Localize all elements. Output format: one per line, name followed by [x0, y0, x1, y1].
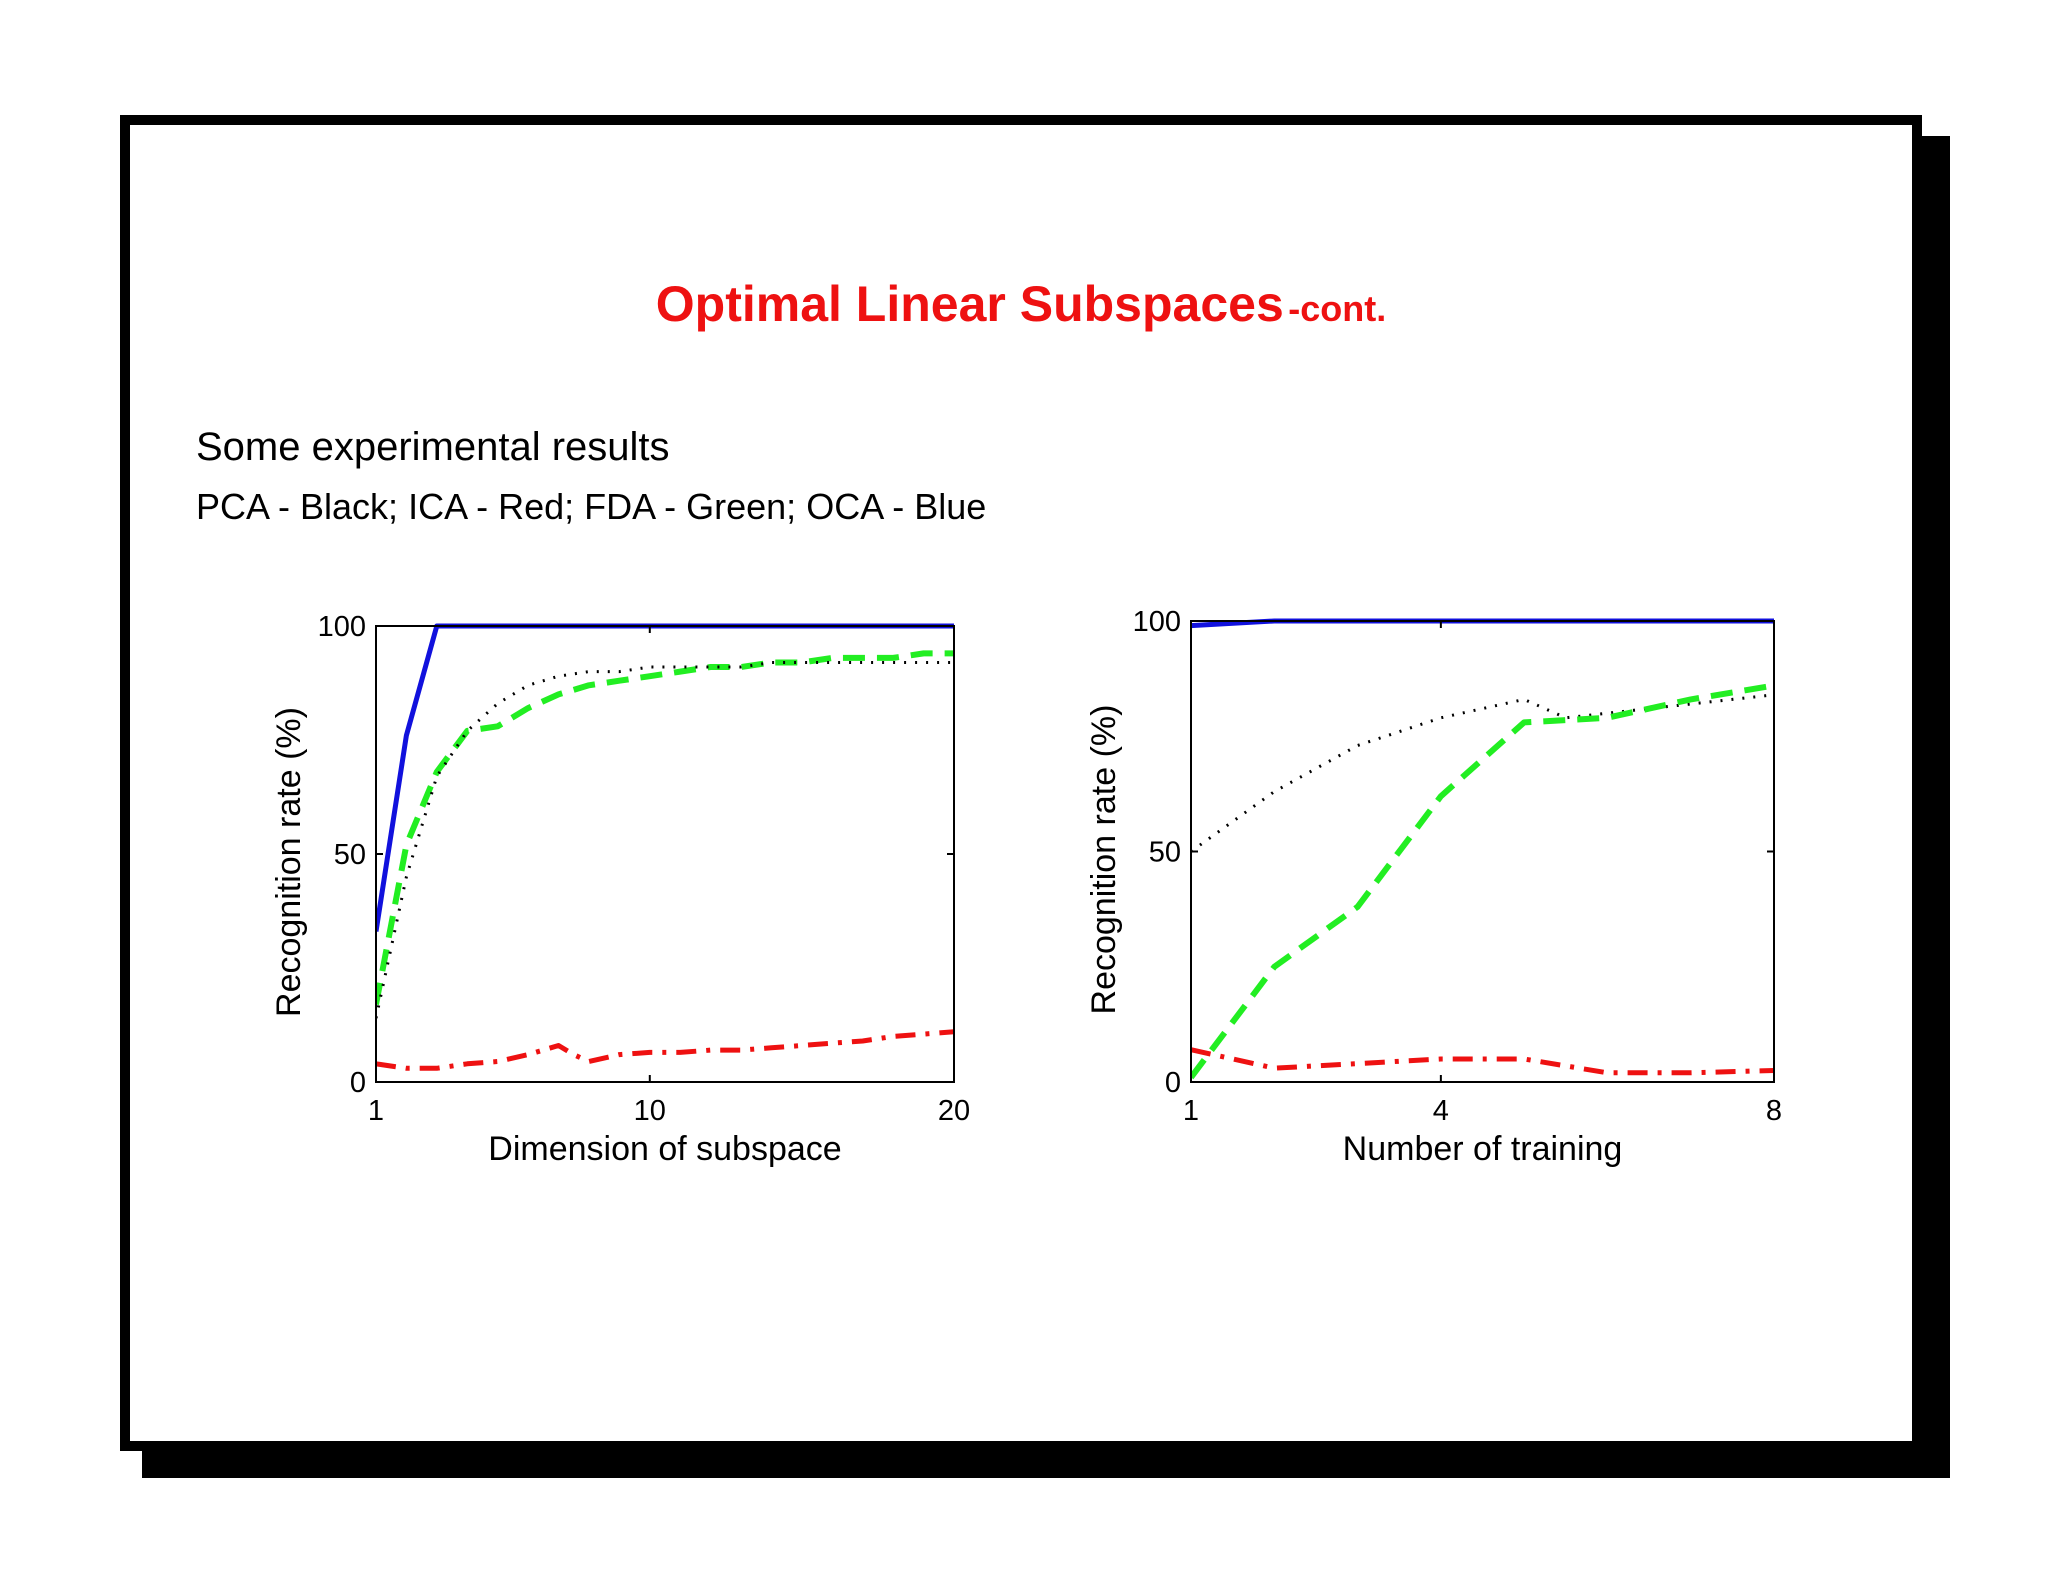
chart-2-x-axis-label: Number of training [1343, 1130, 1623, 1168]
legend-text: PCA - Black; ICA - Red; FDA - Green; OCA… [196, 486, 987, 527]
slide-subtitle: Some experimental results [196, 425, 670, 469]
title-main: Optimal Linear Subspaces [655, 276, 1284, 332]
chart-2-ytick-label-2: 100 [1133, 606, 1181, 638]
chart-2-series-fda-line [1191, 682, 1774, 1080]
chart-2-series-pca-line [1191, 693, 1774, 853]
chart-2-series-ica-line [1191, 1047, 1774, 1076]
chart-1-series-oca-line [376, 623, 954, 932]
chart-1-ytick-label-2: 100 [318, 611, 366, 643]
chart-2-y-axis-label: Recognition rate (%) [1085, 705, 1123, 1015]
chart-1-series-pca-line [376, 661, 954, 1019]
chart-1-xtick-label-0: 1 [368, 1095, 384, 1127]
slide-frame: Optimal Linear Subspaces -cont. Some exp… [120, 115, 1922, 1451]
chart-1-axes-box [375, 625, 955, 1083]
chart-1-x-axis-label: Dimension of subspace [488, 1130, 841, 1168]
chart-1-xtick-label-1: 10 [634, 1095, 666, 1127]
chart-2-xtick-label-0: 1 [1183, 1095, 1199, 1127]
chart-1-series-fda-line [376, 650, 954, 1006]
chart-1-ytick-label-0: 0 [350, 1067, 366, 1099]
chart-1: 1 10 20 0 50 100 Dimension of subspace Recognit… [270, 611, 970, 1168]
slide-title: Optimal Linear Subspaces -cont. [130, 275, 1912, 333]
chart-2-axes-box [1190, 620, 1775, 1083]
chart-2-xtick-label-1: 4 [1433, 1095, 1449, 1127]
chart-1-xtick-label-2: 20 [938, 1095, 970, 1127]
chart-2-ytick-label-0: 0 [1165, 1067, 1181, 1099]
chart-2: 1 4 8 0 50 100 Number of training Recognition r… [1085, 606, 1782, 1168]
chart-2-ytick-label-1: 50 [1149, 837, 1181, 869]
chart-1-series-ica-line [376, 1029, 954, 1071]
chart-2-xtick-label-2: 8 [1766, 1095, 1782, 1127]
title-suffix: -cont. [1288, 288, 1387, 329]
chart-1-y-axis-label: Recognition rate (%) [270, 707, 308, 1017]
chart-1-ytick-label-1: 50 [334, 839, 366, 871]
